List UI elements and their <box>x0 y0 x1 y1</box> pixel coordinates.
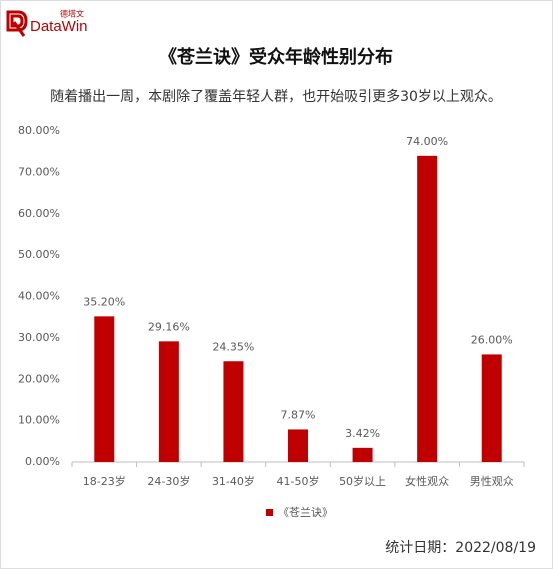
logo-name-cn: 德塔文 <box>60 9 84 19</box>
bar <box>417 155 438 462</box>
footer: 统计日期：2022/08/19 <box>385 540 536 556</box>
value-label: 7.87% <box>281 408 316 421</box>
y-tick-label: 40.00% <box>18 290 60 303</box>
x-tick-label: 男性观众 <box>470 474 514 488</box>
x-tick-label: 50岁以上 <box>339 474 386 488</box>
bar <box>481 354 502 462</box>
bar <box>94 316 115 462</box>
x-tick-label: 女性观众 <box>405 474 449 488</box>
bar <box>158 341 179 462</box>
y-tick-label: 50.00% <box>18 248 60 261</box>
legend-label: 《苍兰诀》 <box>278 506 333 519</box>
y-tick-label: 30.00% <box>18 331 60 344</box>
x-tick-label: 31-40岁 <box>212 474 255 488</box>
x-tick-label: 18-23岁 <box>83 474 126 488</box>
bar <box>223 361 244 462</box>
x-tick-label: 24-30岁 <box>147 474 190 488</box>
y-tick-label: 70.00% <box>18 165 60 178</box>
value-label: 24.35% <box>212 340 254 353</box>
x-tick-label: 41-50岁 <box>277 474 320 488</box>
value-label: 74.00% <box>406 135 448 148</box>
value-label: 3.42% <box>345 427 380 440</box>
chart-title: 《苍兰诀》受众年龄性别分布 <box>159 46 393 68</box>
y-tick-label: 80.00% <box>18 124 60 137</box>
y-tick-label: 20.00% <box>18 372 60 385</box>
bar <box>352 447 373 462</box>
logo: DataWin 德塔文 <box>6 9 88 37</box>
logo-mark <box>6 10 28 37</box>
y-tick-label: 60.00% <box>18 207 60 220</box>
y-tick-label: 10.00% <box>18 414 60 427</box>
legend-swatch <box>266 509 273 516</box>
logo-name: DataWin <box>30 18 88 35</box>
value-label: 29.16% <box>148 320 190 333</box>
value-label: 35.20% <box>83 295 125 308</box>
value-label: 26.00% <box>471 333 513 346</box>
y-tick-label: 0.00% <box>25 455 60 468</box>
chart-subtitle: 随着播出一周，本剧除了覆盖年轻人群，也开始吸引更多30岁以上观众。 <box>50 88 502 105</box>
bar <box>288 429 308 462</box>
